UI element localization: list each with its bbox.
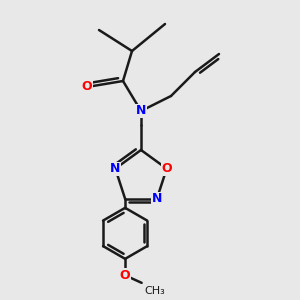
Text: N: N [110,162,121,175]
Text: CH₃: CH₃ [145,286,165,296]
Text: N: N [136,104,146,118]
Text: O: O [82,80,92,94]
Text: O: O [120,269,130,282]
Text: O: O [161,162,172,175]
Text: N: N [152,192,162,205]
